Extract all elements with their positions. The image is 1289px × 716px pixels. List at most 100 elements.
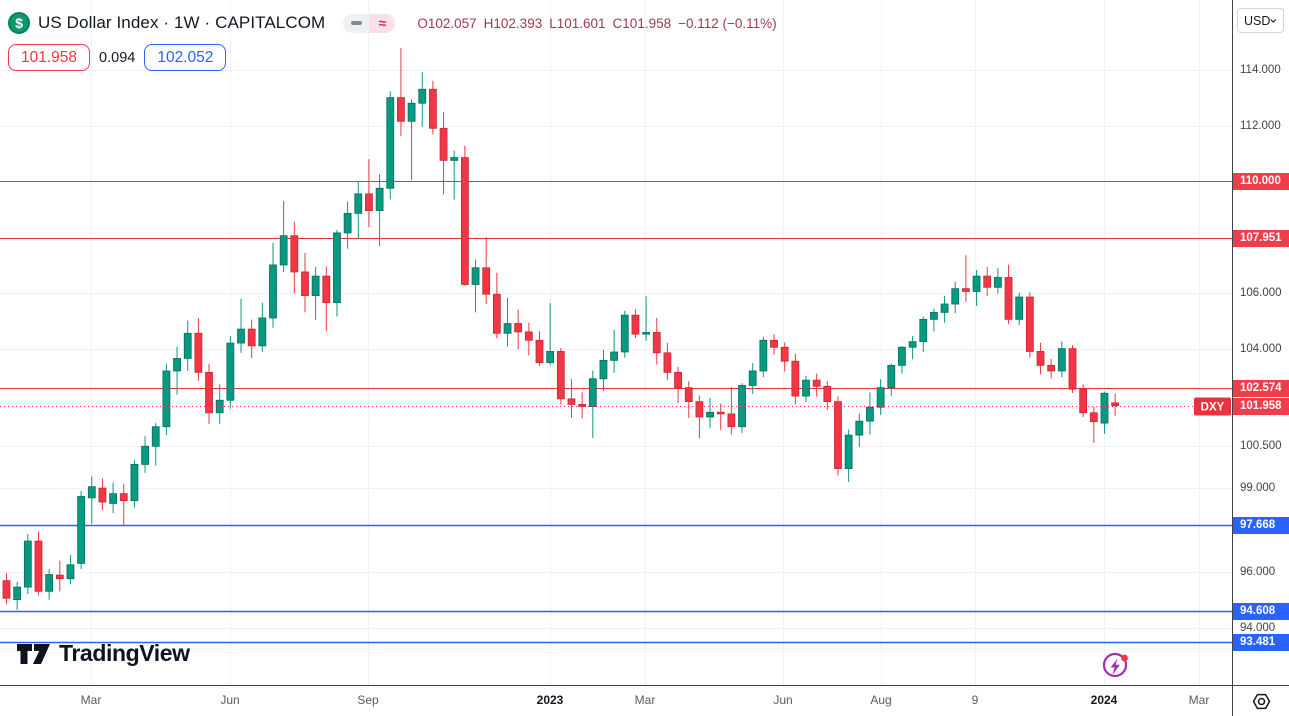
candle-body [1057, 348, 1066, 372]
candle-body [55, 574, 64, 580]
candle-body [151, 426, 160, 447]
price-scale-label: 96.000 [1233, 564, 1289, 581]
time-axis[interactable]: Mar Jun Sep 2023 Mar Jun Aug 9 2024 Mar [0, 685, 1232, 716]
candle-body [407, 102, 416, 122]
candle-body [972, 275, 981, 292]
time-axis-label: Mar [634, 693, 656, 707]
dash-toggle[interactable] [343, 13, 370, 33]
candle-body [1068, 348, 1077, 390]
candle-body [173, 357, 181, 372]
candle-body [439, 127, 448, 161]
tradingview-logo-text: TradingView [59, 640, 190, 666]
candle-body [791, 360, 800, 397]
spread-value: 0.094 [99, 49, 136, 66]
candle-body [269, 264, 277, 319]
time-axis-label: Jun [773, 693, 793, 707]
legend-high: H102.393 [483, 15, 543, 31]
candle-body [311, 275, 320, 297]
time-axis-label: Mar [1188, 693, 1210, 707]
candle-body [205, 371, 213, 414]
candle-body [333, 232, 341, 304]
candle-body [183, 332, 192, 359]
candle-body [1079, 388, 1088, 414]
candle-body [258, 317, 267, 347]
chart-mode-pill: ≈ [343, 13, 396, 33]
sell-price-button[interactable]: 101.958 [8, 44, 91, 71]
price-scale[interactable]: USD 114.000 112.000 106.000 104.000 100.500 9… [1232, 0, 1289, 685]
candle-body [780, 346, 789, 362]
legend-close: C101.958 [612, 15, 672, 31]
legend-open: O102.057 [417, 15, 477, 31]
gear-icon[interactable] [1252, 692, 1271, 711]
candle-body [802, 379, 810, 397]
candlestick-plot[interactable]: DXY [0, 0, 1232, 685]
candle-body [77, 496, 86, 564]
price-scale-label: 104.000 [1233, 341, 1289, 358]
candle-body [343, 212, 352, 234]
candle-body [397, 97, 405, 122]
candle-body [812, 379, 821, 387]
candle-body [695, 401, 704, 418]
time-axis-label: Jun [220, 693, 240, 707]
candle-body [940, 303, 949, 313]
candle-body [524, 331, 533, 341]
candle-body [823, 385, 832, 403]
chart-header: $ US Dollar Index · 1W · CAPITALCOM ≈ O1… [8, 10, 777, 71]
candle-body [365, 193, 373, 211]
candle-body [375, 187, 384, 211]
candle-body [556, 351, 565, 400]
candle-body [386, 97, 395, 189]
candle-body [876, 387, 885, 408]
candle-body [215, 399, 224, 414]
candle-body [194, 332, 203, 373]
chevron-down-icon [1270, 18, 1277, 23]
time-axis-label: 2023 [536, 693, 564, 707]
candle-body [482, 267, 491, 295]
candle-body [919, 318, 928, 343]
approx-icon: ≈ [378, 15, 387, 31]
candle-body [514, 323, 523, 333]
level-price-badge: 93.481 [1233, 634, 1289, 651]
level-price-badge: 97.668 [1233, 517, 1289, 534]
candle-body [759, 339, 768, 372]
price-scale-label: 99.000 [1233, 480, 1289, 497]
candle-body [684, 387, 693, 403]
symbol-title[interactable]: US Dollar Index · 1W · CAPITALCOM [38, 13, 326, 32]
candle-body [66, 564, 75, 580]
candle-body [866, 406, 874, 422]
candle-body [642, 332, 650, 335]
candle-body [1036, 351, 1045, 366]
candle-body [226, 342, 235, 401]
candle-body [247, 328, 256, 347]
candle-body [727, 413, 736, 428]
candle-body [301, 271, 309, 297]
approx-toggle[interactable]: ≈ [369, 13, 396, 33]
candle-body [770, 339, 778, 348]
candle-body [834, 401, 842, 469]
candle-body [428, 88, 437, 129]
candle-body [855, 420, 864, 436]
candle-body [898, 346, 906, 366]
candle-body [578, 404, 587, 408]
candle-body [237, 328, 245, 344]
candle-body [620, 314, 629, 353]
time-axis-label: Aug [870, 693, 892, 707]
currency-selector[interactable]: USD [1237, 8, 1284, 33]
candle-body [887, 364, 896, 389]
price-scale-label: 94.000 [1233, 620, 1289, 637]
buy-price-button[interactable]: 102.052 [144, 44, 227, 71]
tradingview-watermark[interactable]: TradingView [16, 640, 190, 667]
candle-body [279, 235, 288, 266]
currency-label: USD [1244, 13, 1271, 28]
candle-body [45, 574, 54, 592]
candle-body [1015, 296, 1024, 320]
price-line-symbol-label: DXY [1201, 402, 1225, 414]
candle-body [962, 288, 970, 292]
ohlc-legend: O102.057 H102.393 L101.601 C101.958 −0.1… [417, 16, 776, 31]
lightning-icon[interactable] [1100, 649, 1132, 681]
candle-body [354, 193, 363, 214]
price-scale-label: 112.000 [1233, 118, 1289, 135]
axis-corner [1232, 685, 1289, 716]
time-axis-label: Mar [80, 693, 102, 707]
time-axis-label: 2024 [1090, 693, 1118, 707]
